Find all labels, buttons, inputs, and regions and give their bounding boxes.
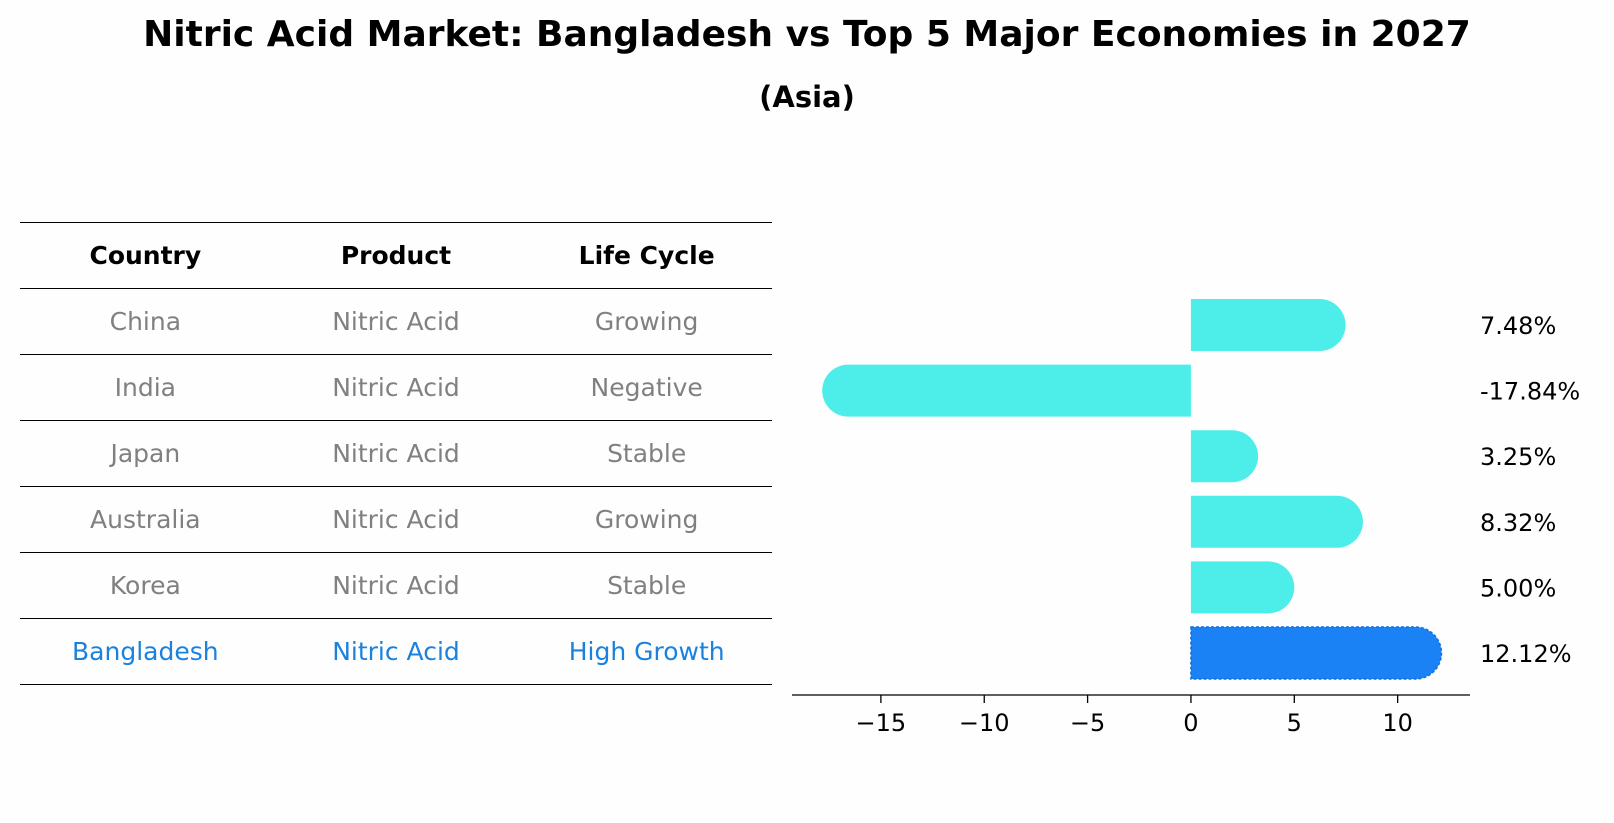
value-label: 12.12% <box>1480 640 1572 668</box>
x-tick-label: 5 <box>1287 709 1302 737</box>
chart-subtitle: (Asia) <box>759 80 855 114</box>
x-tick-label: −5 <box>1070 709 1105 737</box>
cell-product: Nitric Acid <box>270 354 522 421</box>
x-tick-label: −10 <box>959 709 1010 737</box>
x-tick-label: 10 <box>1382 709 1413 737</box>
bar <box>1190 430 1259 483</box>
header-product: Product <box>270 222 522 289</box>
cell-product: Nitric Acid <box>270 486 522 553</box>
cell-life-cycle: High Growth <box>521 618 772 685</box>
table-row-highlighted: Bangladesh Nitric Acid High Growth <box>20 618 772 685</box>
cell-product: Nitric Acid <box>270 420 522 487</box>
cell-product: Nitric Acid <box>270 618 522 685</box>
value-label: 8.32% <box>1480 509 1556 537</box>
header-country: Country <box>20 222 271 289</box>
cell-life-cycle: Growing <box>521 486 772 553</box>
table-row: Australia Nitric Acid Growing <box>20 486 772 553</box>
country-table: Country Product Life Cycle China Nitric … <box>20 222 772 685</box>
cell-life-cycle: Stable <box>521 552 772 619</box>
cell-country: India <box>20 354 271 421</box>
bar <box>1190 299 1346 351</box>
value-label: 3.25% <box>1480 443 1556 471</box>
value-label: 5.00% <box>1480 574 1556 602</box>
value-label: 7.48% <box>1480 312 1556 340</box>
x-tick-label: 0 <box>1183 709 1198 737</box>
bar <box>822 364 1191 417</box>
table-row: China Nitric Acid Growing <box>20 288 772 355</box>
table-row: Korea Nitric Acid Stable <box>20 552 772 619</box>
bar-highlighted <box>1190 626 1443 680</box>
x-tick-label: −15 <box>856 709 907 737</box>
value-label: -17.84% <box>1480 378 1580 406</box>
table-row: India Nitric Acid Negative <box>20 354 772 421</box>
cell-country: Japan <box>20 420 271 487</box>
bar <box>1190 495 1363 548</box>
cell-country: China <box>20 288 271 355</box>
cell-product: Nitric Acid <box>270 552 522 619</box>
chart-title: Nitric Acid Market: Bangladesh vs Top 5 … <box>143 14 1471 55</box>
table-row: Japan Nitric Acid Stable <box>20 420 772 487</box>
header-life-cycle: Life Cycle <box>521 222 772 289</box>
cell-country: Korea <box>20 552 271 619</box>
cell-country: Bangladesh <box>20 618 271 685</box>
cell-product: Nitric Acid <box>270 288 522 355</box>
cell-life-cycle: Stable <box>521 420 772 487</box>
table-header-row: Country Product Life Cycle <box>20 222 772 289</box>
cell-life-cycle: Negative <box>521 354 772 421</box>
cell-country: Australia <box>20 486 271 553</box>
bar <box>1190 561 1295 614</box>
cell-life-cycle: Growing <box>521 288 772 355</box>
